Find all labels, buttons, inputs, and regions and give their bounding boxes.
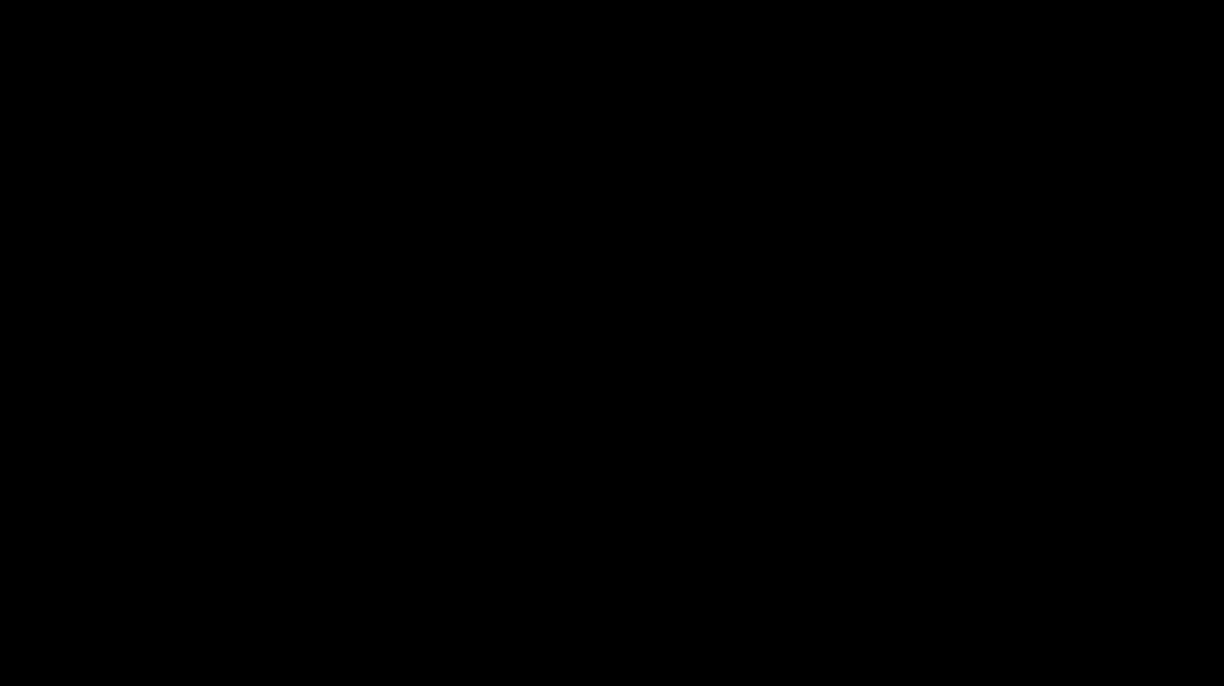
word-cloud — [0, 0, 1224, 686]
